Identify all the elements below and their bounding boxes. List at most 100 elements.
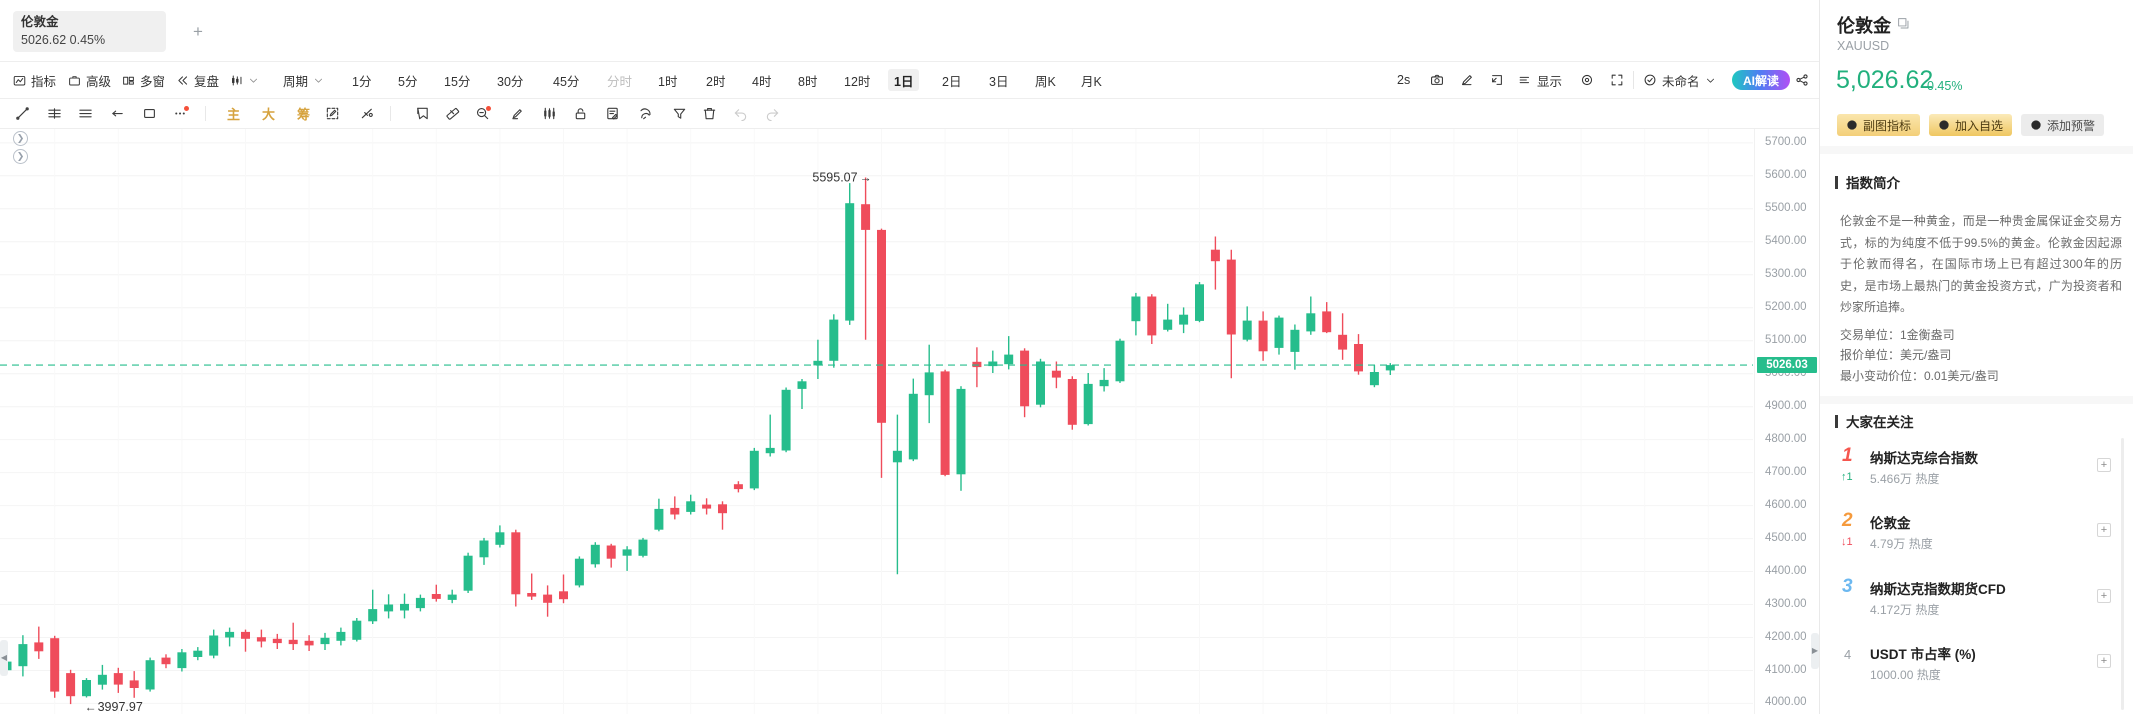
draw-tool-chips-text-icon[interactable]: 筹 xyxy=(297,99,310,128)
candle[interactable] xyxy=(718,501,727,530)
chart-area[interactable]: 5595.07 → ← 3997.97 5700.00 5600.00 5500.00 54… xyxy=(0,129,1819,714)
candle[interactable] xyxy=(908,378,918,462)
candle[interactable] xyxy=(590,542,600,568)
candle[interactable] xyxy=(177,649,187,672)
candle[interactable] xyxy=(543,585,553,617)
right-drag-handle[interactable]: ▶ xyxy=(1811,633,1819,669)
candle[interactable] xyxy=(1115,338,1125,383)
toolbar-item-高级[interactable]: 高级 xyxy=(68,62,111,98)
period-button-2日[interactable]: 2日 xyxy=(942,62,961,98)
candle[interactable] xyxy=(1195,282,1204,323)
candle[interactable] xyxy=(1385,363,1395,375)
draw-tool-trend-line-icon[interactable] xyxy=(15,99,30,128)
candle[interactable] xyxy=(622,546,632,571)
period-button-1日[interactable]: 1日 xyxy=(888,69,920,91)
candle[interactable] xyxy=(1163,303,1173,332)
candle[interactable] xyxy=(447,589,457,604)
ai-analysis-button[interactable]: AI解读 xyxy=(1732,70,1791,90)
toolbar-item-camera-icon[interactable] xyxy=(1430,62,1444,98)
candle[interactable] xyxy=(845,183,855,325)
candle[interactable] xyxy=(1131,292,1141,336)
toolbar-item-snapshot-icon[interactable] xyxy=(1490,62,1504,98)
toolbar-item-share-icon[interactable] xyxy=(1795,62,1809,98)
period-button-分时[interactable]: 分时 xyxy=(607,62,632,98)
candle[interactable] xyxy=(765,414,775,457)
draw-tool-horizontal-lines-icon[interactable] xyxy=(78,99,93,128)
candle[interactable] xyxy=(574,556,584,588)
candle[interactable] xyxy=(129,671,139,698)
candle[interactable] xyxy=(972,347,982,388)
draw-tool-bookmark-icon[interactable] xyxy=(415,99,430,128)
copy-icon[interactable] xyxy=(1897,17,1910,30)
candle[interactable] xyxy=(1147,294,1157,344)
price-axis[interactable]: 5700.00 5600.00 5500.00 5400.00 5300.00 5200.… xyxy=(1754,129,1819,714)
candle[interactable] xyxy=(479,537,489,565)
toolbar-item-周期[interactable]: 周期 xyxy=(283,62,324,98)
candle[interactable] xyxy=(1338,313,1348,360)
draw-tool-note-icon[interactable] xyxy=(605,99,620,128)
candle[interactable] xyxy=(988,350,998,373)
candle[interactable] xyxy=(256,629,266,648)
candle[interactable] xyxy=(527,573,537,600)
add-to-watchlist-button[interactable]: + xyxy=(2097,653,2111,668)
candle[interactable] xyxy=(829,314,839,368)
candle[interactable] xyxy=(559,574,568,604)
candle[interactable] xyxy=(304,635,314,651)
candle[interactable] xyxy=(1242,306,1252,342)
candle[interactable] xyxy=(956,386,966,491)
candle[interactable] xyxy=(288,622,298,650)
period-button-15分[interactable]: 15分 xyxy=(444,62,470,98)
candle[interactable] xyxy=(352,618,362,642)
candle[interactable] xyxy=(654,498,664,532)
candle[interactable] xyxy=(209,629,219,659)
toolbar-item-fullscreen-icon[interactable] xyxy=(1610,62,1624,98)
draw-tool-unlock-icon[interactable] xyxy=(573,99,588,128)
candle[interactable] xyxy=(1099,368,1109,392)
draw-tool-trash-icon[interactable] xyxy=(702,99,717,128)
draw-tool-ruler-icon[interactable] xyxy=(445,99,460,128)
toolbar-item-pen-icon[interactable] xyxy=(1460,62,1474,98)
period-button-2时[interactable]: 2时 xyxy=(706,62,725,98)
candle[interactable] xyxy=(66,669,76,705)
sidebar-scrollbar[interactable] xyxy=(2121,438,2124,710)
period-button-4时[interactable]: 4时 xyxy=(752,62,771,98)
left-drag-handle[interactable]: ◀ xyxy=(0,640,8,676)
candle[interactable] xyxy=(97,664,107,690)
period-button-1分[interactable]: 1分 xyxy=(352,62,371,98)
symbol-tab[interactable]: 伦敦金 5026.62 0.45% xyxy=(13,11,166,52)
last-price-badge[interactable]: 5026.03 xyxy=(1757,357,1817,374)
hot-list-item[interactable]: 4 USDT 市占率 (%) 1000.00 热度 + xyxy=(1820,641,2133,703)
candle[interactable] xyxy=(686,494,696,515)
draw-tool-big-order-text-icon[interactable]: 大 xyxy=(262,99,275,128)
period-button-30分[interactable]: 30分 xyxy=(497,62,523,98)
add-to-watchlist-button[interactable]: + xyxy=(2097,588,2111,603)
candle[interactable] xyxy=(1306,296,1316,335)
candle[interactable] xyxy=(1274,315,1284,355)
candle[interactable] xyxy=(384,594,394,619)
candle[interactable] xyxy=(781,387,791,453)
candle[interactable] xyxy=(1322,302,1332,334)
draw-tool-filter-icon[interactable] xyxy=(672,99,687,128)
candle[interactable] xyxy=(733,481,743,493)
period-button-45分[interactable]: 45分 xyxy=(553,62,579,98)
draw-tool-zoom-search-icon[interactable] xyxy=(475,99,491,128)
draw-tool-parallel-channel-icon[interactable] xyxy=(47,99,62,128)
candle[interactable] xyxy=(877,228,886,478)
candle[interactable] xyxy=(431,584,441,602)
candle[interactable] xyxy=(940,369,950,477)
candle[interactable] xyxy=(670,496,680,520)
expand-panel-top-icon[interactable]: ❯ xyxy=(13,131,28,146)
period-button-1时[interactable]: 1时 xyxy=(658,62,677,98)
candle[interactable] xyxy=(1083,373,1093,426)
candle[interactable] xyxy=(34,626,44,659)
candle[interactable] xyxy=(1051,361,1061,389)
candle[interactable] xyxy=(161,654,171,669)
add-tab-button[interactable]: + xyxy=(193,22,203,41)
period-button-5分[interactable]: 5分 xyxy=(398,62,417,98)
candle[interactable] xyxy=(1258,311,1268,361)
candle[interactable] xyxy=(1004,336,1014,370)
candle[interactable] xyxy=(861,177,871,340)
sidebar-button-副图指标[interactable]: 副图指标 xyxy=(1837,114,1921,136)
toolbar-item-未命名[interactable]: 未命名 xyxy=(1643,62,1716,98)
sidebar-button-添加预警[interactable]: 添加预警 xyxy=(2021,114,2105,136)
